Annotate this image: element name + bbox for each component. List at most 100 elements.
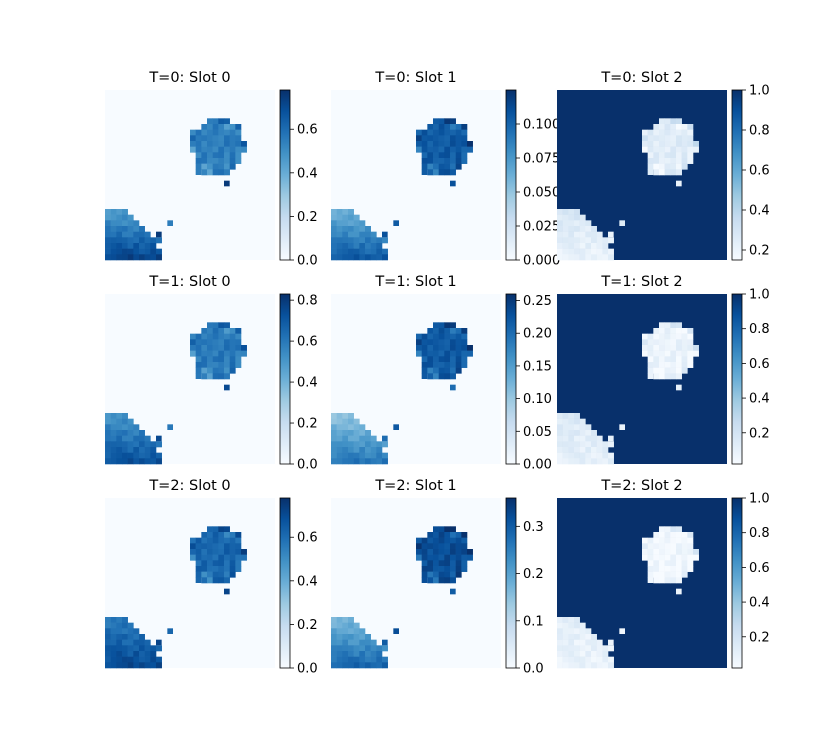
heatmap-cell bbox=[331, 441, 337, 448]
heatmap-cell bbox=[167, 220, 173, 226]
heatmap-cell bbox=[676, 180, 682, 187]
heatmap-cell bbox=[585, 656, 592, 663]
heatmap-cell bbox=[235, 345, 242, 351]
heatmap-cell bbox=[670, 362, 677, 368]
heatmap-cell bbox=[122, 248, 128, 255]
heatmap-cell bbox=[122, 214, 128, 221]
heatmap-cell bbox=[664, 577, 671, 584]
heatmap-cell bbox=[127, 441, 134, 448]
heatmap-cell bbox=[376, 441, 383, 448]
heatmap-cell bbox=[670, 560, 677, 567]
heatmap-cell bbox=[676, 158, 682, 164]
heatmap-cell bbox=[659, 560, 665, 567]
heatmap-cell bbox=[218, 146, 225, 153]
heatmap-cell bbox=[235, 543, 242, 550]
heatmap-cell bbox=[574, 447, 580, 453]
heatmap-cell bbox=[195, 356, 202, 363]
heatmap-cell bbox=[359, 441, 366, 448]
heatmap-cell bbox=[574, 435, 580, 442]
heatmap-cell bbox=[207, 526, 213, 533]
heatmap-cell bbox=[664, 373, 671, 380]
heatmap-cell bbox=[353, 430, 360, 436]
heatmap-cell bbox=[444, 373, 451, 380]
colorbar-tick-label: 0.2 bbox=[297, 618, 318, 633]
heatmap-cell bbox=[467, 554, 473, 561]
heatmap-cell bbox=[642, 543, 648, 550]
heatmap-cell bbox=[664, 129, 671, 136]
panels: T=0: Slot 0 0.0 0.2 0.4 0.6 T=0: Slot 1 0.000 0… bbox=[105, 70, 770, 677]
heatmap-cell bbox=[336, 634, 343, 640]
heatmap-cell bbox=[195, 333, 202, 340]
heatmap-cell bbox=[336, 248, 343, 255]
heatmap-cell bbox=[676, 588, 682, 595]
heatmap-cell bbox=[461, 146, 468, 153]
heatmap-cell bbox=[218, 367, 225, 374]
heatmap-cell bbox=[331, 447, 337, 453]
heatmap-cell bbox=[562, 231, 569, 238]
heatmap-cell bbox=[116, 634, 123, 640]
heatmap-cell bbox=[224, 322, 230, 329]
heatmap-cell bbox=[370, 458, 377, 465]
heatmap-cell bbox=[110, 656, 117, 663]
heatmap-cell bbox=[212, 169, 219, 176]
heatmap-cell bbox=[579, 248, 586, 255]
heatmap-cell bbox=[110, 617, 117, 623]
heatmap-cell bbox=[122, 237, 128, 244]
heatmap-cell bbox=[116, 243, 123, 249]
heatmap-cell bbox=[365, 243, 371, 249]
heatmap-cell bbox=[687, 356, 694, 363]
heatmap-cell bbox=[681, 158, 688, 164]
heatmap-cell bbox=[207, 356, 213, 363]
heatmap-cell bbox=[212, 356, 219, 363]
heatmap-cell bbox=[342, 237, 349, 244]
heatmap-cell bbox=[116, 645, 123, 652]
heatmap-cell bbox=[450, 537, 456, 544]
heatmap-cell bbox=[455, 135, 462, 142]
heatmap-cell bbox=[681, 339, 688, 346]
colorbar-tick-label: 0.0 bbox=[523, 662, 544, 677]
heatmap-cell bbox=[235, 328, 242, 334]
heatmap-cell bbox=[353, 458, 360, 465]
colorbar-tick-label: 0.050 bbox=[523, 186, 560, 201]
heatmap-cell bbox=[116, 651, 123, 657]
heatmap-cell bbox=[331, 254, 337, 261]
heatmap-cell bbox=[201, 345, 208, 351]
heatmap-cell bbox=[201, 339, 208, 346]
heatmap-cell bbox=[444, 532, 451, 538]
heatmap-cell bbox=[229, 571, 236, 578]
colorbar-tick-label: 0.025 bbox=[523, 220, 560, 235]
heatmap-cell bbox=[455, 146, 462, 153]
heatmap-cell bbox=[229, 339, 236, 346]
heatmap-cell bbox=[659, 129, 665, 136]
heatmap-cell bbox=[139, 243, 145, 249]
heatmap-cell bbox=[602, 248, 609, 255]
heatmap-cell bbox=[653, 339, 660, 346]
colorbar-tick-label: 0.10 bbox=[523, 392, 552, 407]
heatmap-cell bbox=[562, 645, 569, 652]
heatmap-cell bbox=[207, 549, 213, 555]
heatmap-cell bbox=[331, 413, 337, 419]
heatmap-cell bbox=[676, 152, 682, 159]
heatmap-cell bbox=[336, 424, 343, 431]
heatmap-cell bbox=[562, 430, 569, 436]
heatmap-cell bbox=[224, 118, 230, 125]
heatmap-cell bbox=[207, 169, 213, 176]
heatmap-cell bbox=[212, 543, 219, 550]
heatmap-cell bbox=[105, 441, 111, 448]
heatmap-cell bbox=[116, 452, 123, 459]
heatmap-cell bbox=[207, 350, 213, 357]
heatmap-cell bbox=[376, 645, 383, 652]
heatmap-cell bbox=[195, 560, 202, 567]
heatmap-cell bbox=[110, 452, 117, 459]
heatmap-cell bbox=[653, 169, 660, 176]
heatmap-cell bbox=[585, 254, 592, 261]
heatmap-cell bbox=[676, 526, 682, 533]
heatmap-cell bbox=[659, 163, 665, 170]
heatmap-cell bbox=[416, 345, 422, 351]
heatmap-cell bbox=[105, 248, 111, 255]
heatmap-cell bbox=[591, 441, 597, 448]
heatmap-cell bbox=[455, 129, 462, 136]
heatmap-cell bbox=[670, 356, 677, 363]
heatmap-cell bbox=[579, 435, 586, 442]
